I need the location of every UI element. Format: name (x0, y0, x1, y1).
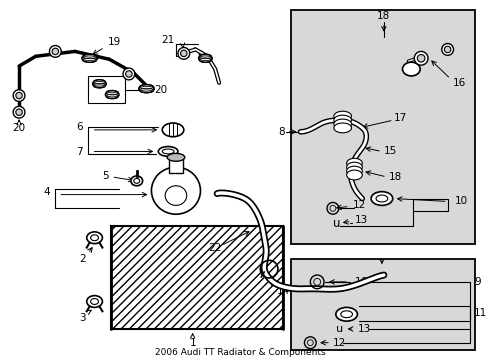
Text: 20: 20 (154, 85, 167, 95)
Ellipse shape (346, 166, 362, 176)
Text: 18: 18 (376, 11, 390, 21)
Text: 18: 18 (388, 172, 401, 182)
Ellipse shape (139, 85, 154, 93)
Ellipse shape (131, 176, 142, 186)
Ellipse shape (86, 296, 102, 307)
Ellipse shape (346, 170, 362, 180)
Text: 8: 8 (278, 127, 284, 137)
Bar (169, 157, 183, 173)
Circle shape (180, 50, 187, 57)
Ellipse shape (81, 54, 97, 62)
Ellipse shape (167, 153, 184, 161)
Text: 10: 10 (453, 197, 467, 207)
Text: 5: 5 (102, 171, 133, 182)
Ellipse shape (402, 62, 419, 76)
Ellipse shape (198, 54, 212, 62)
Text: 11: 11 (473, 308, 487, 318)
Bar (87, 76, 125, 103)
Circle shape (123, 68, 135, 80)
Circle shape (16, 109, 22, 116)
Text: 4: 4 (43, 186, 50, 197)
Circle shape (13, 90, 25, 102)
Ellipse shape (346, 162, 362, 172)
Circle shape (52, 48, 59, 55)
Text: 7: 7 (77, 148, 83, 157)
Ellipse shape (370, 192, 392, 206)
Circle shape (441, 44, 452, 55)
Ellipse shape (335, 307, 357, 321)
Circle shape (125, 71, 132, 77)
Bar (111, 226, 282, 329)
Text: 12: 12 (336, 200, 365, 210)
Bar (290, 259, 474, 350)
Circle shape (16, 92, 22, 99)
Text: 13: 13 (357, 324, 370, 334)
Text: 21: 21 (161, 35, 174, 45)
Text: 17: 17 (393, 113, 406, 123)
Ellipse shape (333, 119, 351, 129)
Circle shape (413, 51, 427, 65)
Text: u: u (332, 216, 340, 230)
Circle shape (178, 48, 189, 59)
Bar (290, 10, 474, 244)
Text: 12: 12 (332, 338, 346, 348)
Text: 14: 14 (276, 286, 290, 296)
Circle shape (13, 106, 25, 118)
Ellipse shape (162, 123, 183, 137)
Text: u: u (335, 324, 343, 334)
Ellipse shape (333, 111, 351, 121)
Text: 13: 13 (343, 215, 367, 225)
Text: 9: 9 (473, 277, 480, 287)
Ellipse shape (92, 80, 106, 88)
Ellipse shape (333, 123, 351, 133)
Ellipse shape (346, 158, 362, 168)
Circle shape (417, 54, 424, 62)
Ellipse shape (105, 91, 119, 99)
Text: 16: 16 (451, 78, 465, 88)
Text: 22: 22 (207, 243, 221, 253)
Text: 1: 1 (189, 338, 196, 348)
Circle shape (444, 46, 450, 53)
Text: 19: 19 (93, 37, 121, 54)
Text: 3: 3 (80, 313, 86, 323)
Text: 15: 15 (383, 147, 396, 157)
Ellipse shape (333, 115, 351, 125)
Text: 6: 6 (77, 122, 83, 132)
Text: 2006 Audi TT Radiator & Components: 2006 Audi TT Radiator & Components (155, 348, 325, 357)
Ellipse shape (158, 147, 178, 156)
Text: 20: 20 (13, 123, 25, 133)
Circle shape (49, 45, 61, 57)
Ellipse shape (151, 167, 200, 214)
Text: 16: 16 (354, 277, 367, 287)
Ellipse shape (86, 232, 102, 244)
Text: 2: 2 (80, 254, 86, 264)
